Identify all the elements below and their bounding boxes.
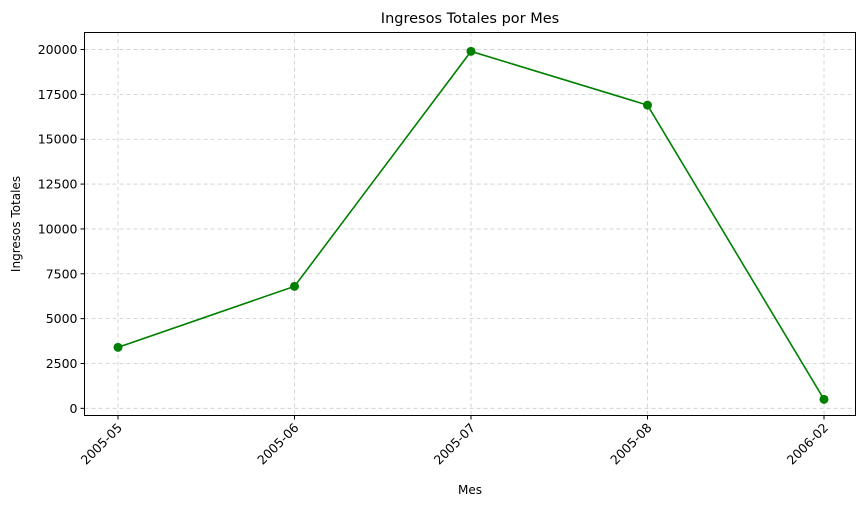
y-axis-label: Ingresos Totales (9, 176, 23, 272)
y-tick-label: 12500 (38, 177, 78, 192)
y-tick-label: 7500 (46, 266, 78, 281)
plot-frame (84, 32, 856, 416)
y-axis-ticks: 0 2500 5000 7500 10000 12500 15000 17500 20000 (38, 42, 85, 416)
data-point (466, 46, 476, 56)
y-tick-label: 20000 (38, 42, 78, 57)
x-axis-label: Mes (458, 483, 482, 497)
y-tick-label: 0 (70, 401, 78, 416)
y-tick-label: 15000 (38, 132, 78, 147)
y-tick-label: 2500 (46, 356, 78, 371)
grid-layer (84, 32, 856, 416)
data-point (290, 281, 299, 291)
chart-title: Ingresos Totales por Mes (381, 11, 559, 27)
data-point (643, 100, 652, 110)
data-point (113, 342, 123, 352)
y-tick-label: 17500 (38, 87, 78, 102)
data-point (819, 394, 829, 404)
series-layer (113, 46, 829, 404)
y-tick-label: 10000 (38, 221, 78, 236)
y-tick-label: 5000 (46, 311, 78, 326)
